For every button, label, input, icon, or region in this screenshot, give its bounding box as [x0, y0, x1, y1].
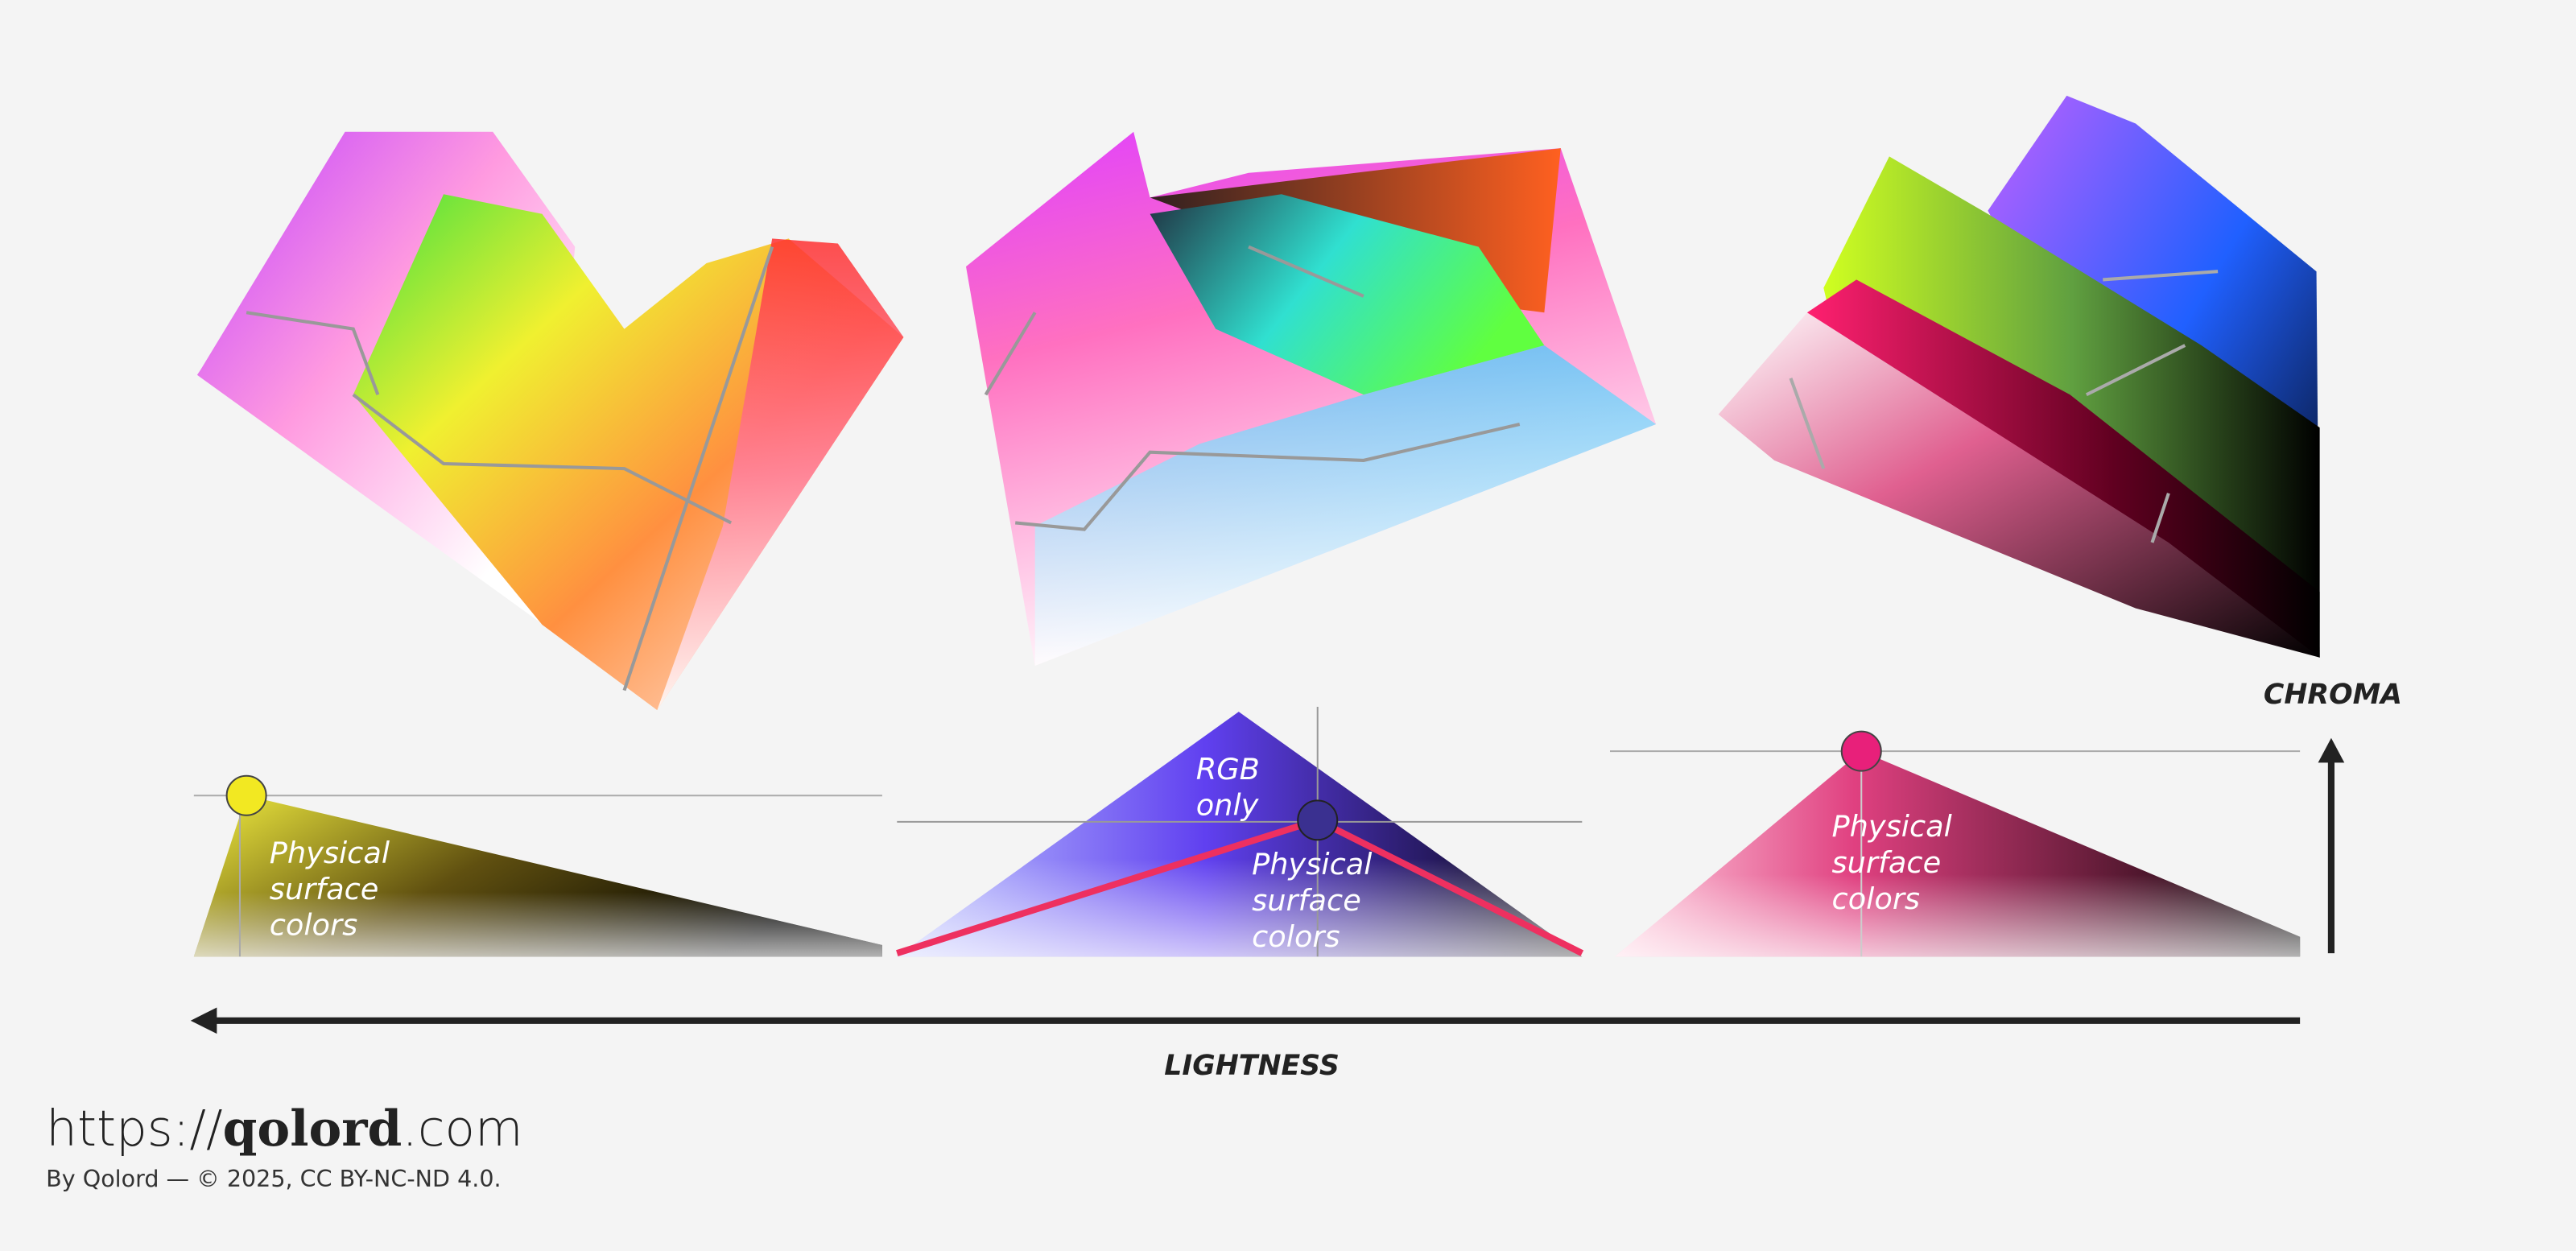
- text-line: surface: [1252, 883, 1361, 918]
- text-line: colors: [270, 908, 358, 943]
- text-line: only: [1196, 788, 1260, 823]
- url: https://qolord.com: [46, 1100, 522, 1158]
- text-line: .com: [402, 1100, 522, 1158]
- text-line: RGB: [1196, 752, 1260, 787]
- text-line: Physical: [1252, 847, 1373, 881]
- panel-label: Physical surface colors: [1832, 809, 1953, 916]
- text-line: colors: [1832, 881, 1921, 916]
- text-line: surface: [1832, 845, 1942, 880]
- panel-label: Physical surface colors: [270, 836, 390, 943]
- text-line: Physical: [270, 836, 390, 870]
- profile-left: Physical surface colors: [193, 774, 882, 957]
- text-line: qolord: [223, 1100, 402, 1158]
- footer: https://qolord.com By Qolord — © 2025, C…: [46, 1100, 522, 1192]
- text-line: Physical: [1832, 809, 1953, 844]
- text-line: surface: [270, 872, 379, 906]
- credit: By Qolord — © 2025, CC BY-NC-ND 4.0.: [46, 1165, 501, 1192]
- gamut-3d-right: [1718, 95, 2320, 658]
- text-line: colors: [1252, 919, 1340, 954]
- axes: CHROMA LIGHTNESS: [190, 679, 2402, 1082]
- text-line: https://: [46, 1100, 222, 1158]
- gamut-3d-left: [196, 131, 904, 711]
- profile-middle: RGB only Physical surface colors: [896, 707, 1584, 957]
- profile-right: Physical surface colors: [1610, 730, 2301, 957]
- rgb-label: RGB only: [1196, 752, 1260, 823]
- lightness-label: LIGHTNESS: [1164, 1050, 1340, 1082]
- chroma-label: CHROMA: [2264, 679, 2402, 711]
- gamut-3d-middle: [966, 131, 1657, 667]
- panel-label: Physical surface colors: [1252, 847, 1373, 954]
